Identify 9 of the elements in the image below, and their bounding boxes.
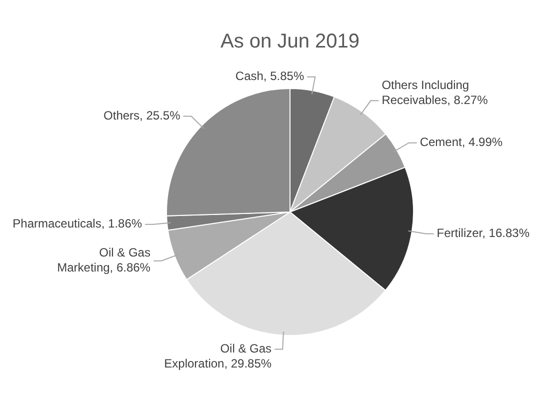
slice-label: Fertilizer, 16.83%: [436, 226, 530, 240]
slice-label: Others, 25.5%: [104, 108, 181, 123]
slice-label: Oil & Gas Exploration, 29.85%: [164, 342, 272, 371]
chart-title: As on Jun 2019: [220, 30, 360, 53]
slice-label: Pharmaceuticals, 1.86%: [12, 216, 142, 231]
slice-label: Oil & Gas Marketing, 6.86%: [57, 246, 151, 275]
slice-label: Cash, 5.85%: [235, 69, 304, 84]
slice-label: Others Including Receivables, 8.27%: [382, 78, 488, 107]
slice-label: Cement, 4.99%: [420, 135, 503, 150]
